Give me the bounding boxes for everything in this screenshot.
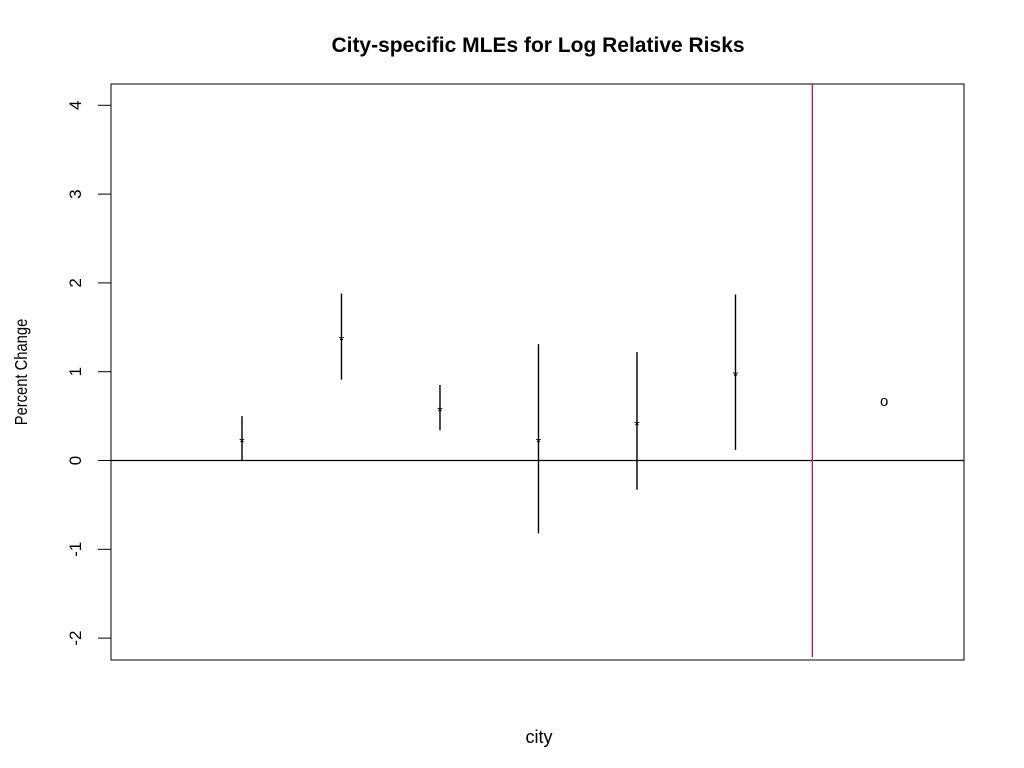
estimate-markers: * * * * * * o — [239, 332, 888, 450]
reference-lines — [111, 84, 964, 657]
pooled-estimate-point: o — [880, 393, 888, 410]
y-tick-label: 1 — [66, 367, 85, 376]
y-tick-label: 0 — [66, 456, 85, 465]
estimate-point: * — [733, 367, 739, 383]
x-axis-label: city — [526, 727, 553, 747]
confidence-intervals — [241, 293, 737, 534]
estimate-point: * — [634, 417, 640, 433]
y-axis-label: Percent Change — [12, 319, 32, 426]
estimate-point: * — [339, 332, 345, 348]
estimate-point: * — [536, 434, 542, 450]
y-tick-label: 4 — [66, 101, 85, 110]
estimate-point: * — [239, 434, 245, 450]
y-tick-label: 3 — [66, 189, 85, 198]
y-axis: -2 -1 0 1 2 3 4 — [66, 101, 111, 646]
plot-frame — [110, 83, 965, 661]
y-tick-label: 2 — [66, 278, 85, 287]
estimate-point: * — [437, 403, 443, 419]
y-tick-label: -1 — [66, 542, 85, 557]
y-tick-label: -2 — [66, 631, 85, 646]
chart-title: City-specific MLEs for Log Relative Risk… — [331, 34, 744, 57]
